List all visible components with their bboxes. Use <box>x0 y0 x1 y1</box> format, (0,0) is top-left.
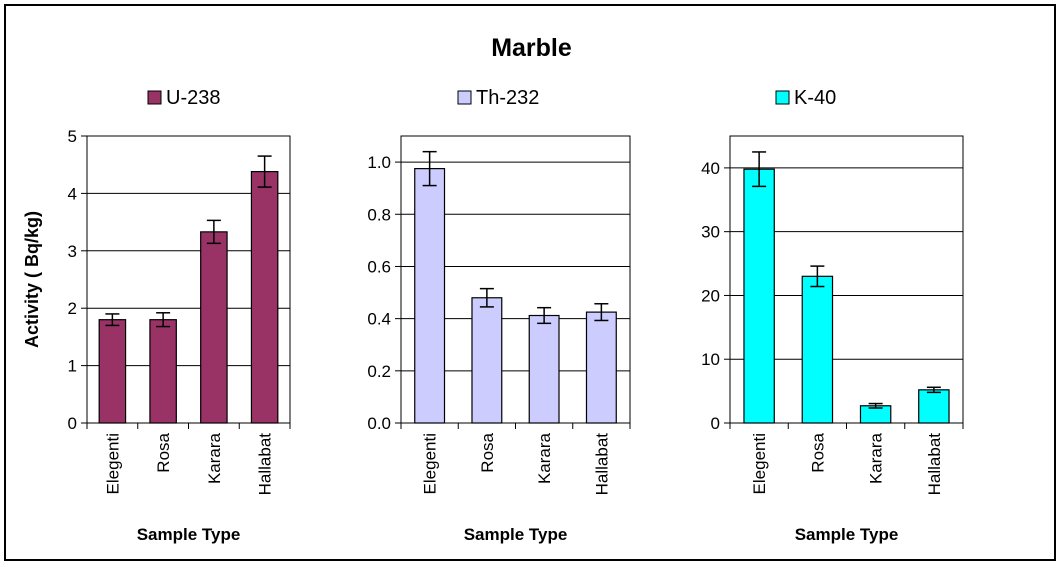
y-tick-label: 1.0 <box>367 153 391 172</box>
legend-label: Th-232 <box>476 87 539 109</box>
x-tick-label: Hallabat <box>592 433 611 496</box>
x-tick-label: Elegenti <box>750 433 769 494</box>
y-tick-label: 10 <box>701 350 720 369</box>
chart-border <box>4 4 1056 561</box>
bar-hallabat <box>918 389 950 424</box>
x-tick-label: Elegenti <box>421 433 440 494</box>
x-tick-label: Karara <box>205 432 224 484</box>
x-tick-label: Hallabat <box>925 433 944 496</box>
x-tick-label: Rosa <box>478 432 497 472</box>
y-tick-label: 0.8 <box>367 205 391 224</box>
x-tick-label: Karara <box>535 432 554 484</box>
y-tick-label: 20 <box>701 286 720 305</box>
bar-elegenti <box>414 168 446 424</box>
x-axis-label: Sample Type <box>795 525 899 544</box>
bar-rosa <box>149 319 177 424</box>
y-tick-label: 0 <box>711 414 720 433</box>
x-tick-label: Hallabat <box>256 433 275 496</box>
bar-hallabat <box>250 170 279 424</box>
bar-karara <box>528 314 560 424</box>
x-tick-label: Rosa <box>154 432 173 472</box>
y-tick-label: 2 <box>68 299 77 318</box>
x-axis-label: Sample Type <box>464 525 568 544</box>
legend-swatch <box>457 90 472 105</box>
legend-label: K-40 <box>794 87 836 109</box>
y-axis-label: Activity ( Bq/kg) <box>22 211 42 348</box>
y-tick-label: 1 <box>68 357 77 376</box>
y-tick-label: 0.2 <box>367 362 391 381</box>
y-tick-label: 40 <box>701 159 720 178</box>
bar-hallabat <box>585 311 617 424</box>
legend-swatch <box>147 90 162 105</box>
x-axis-label: Sample Type <box>137 525 241 544</box>
legend-swatch <box>775 90 790 105</box>
x-tick-label: Rosa <box>808 432 827 472</box>
chart-title: Marble <box>491 34 572 62</box>
y-tick-label: 0.4 <box>367 310 391 329</box>
legend-label: U-238 <box>166 87 220 109</box>
bar-elegenti <box>743 168 775 424</box>
bar-elegenti <box>98 319 127 424</box>
y-tick-label: 0.6 <box>367 257 391 276</box>
bar-rosa <box>801 275 834 424</box>
y-tick-label: 0.0 <box>367 414 391 433</box>
y-tick-label: 30 <box>701 223 720 242</box>
y-tick-label: 4 <box>68 184 77 203</box>
bar-karara <box>200 231 228 424</box>
x-tick-label: Elegenti <box>103 433 122 494</box>
y-tick-label: 5 <box>68 127 77 146</box>
bar-rosa <box>471 297 503 424</box>
x-tick-label: Karara <box>867 432 886 484</box>
y-tick-label: 0 <box>68 414 77 433</box>
y-tick-label: 3 <box>68 242 77 261</box>
